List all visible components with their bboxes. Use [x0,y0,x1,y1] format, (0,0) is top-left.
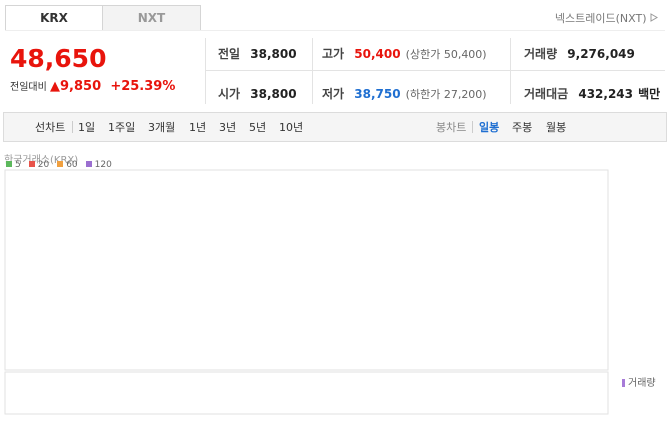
info-item: 고가 50,400 (상한가 50,400) [322,43,487,62]
info-value: 38,750 [354,87,401,101]
divider [510,38,511,104]
info-value: 38,800 [250,87,297,101]
legend-swatch [6,161,12,167]
period-button[interactable]: 1주일 [108,121,136,134]
legend-label: 120 [94,160,112,170]
legend: 5 20 60 120 [6,160,112,170]
candle-chart-button[interactable]: 봉차트 [436,121,467,134]
nxt-link[interactable]: 넥스트레이드(NXT) 26,53031,04535,56040,07644,5… [554,10,670,443]
info-note: (상한가 50,400) [405,48,487,61]
legend-swatch [85,161,92,167]
tab[interactable]: NXT [102,5,201,31]
period-button[interactable]: 3년 [219,121,237,134]
volume-legend-swatch [622,379,625,387]
divider [205,38,206,104]
period-button[interactable]: 5년 [249,121,267,134]
volume-panel [4,371,609,415]
change-label: 전일대비 [10,82,47,93]
change: ▲9,850 [50,79,102,94]
price-panel [4,169,609,371]
toolbar [3,112,667,142]
tab[interactable]: KRX [5,5,103,31]
divider [72,121,73,133]
divider [312,38,313,104]
nxt-link-text: 넥스트레이드(NXT) [554,12,647,25]
change-row: 전일대비 ▲9,850 +25.39% [10,78,175,94]
price: 48,650 [10,44,107,73]
nxt-icon: 26,53031,04535,56040,07644,59149,10653,6… [650,13,670,443]
info-item: 거래량 9,276,049 [524,43,635,62]
info-unit: 백만 [638,87,661,101]
candle-button[interactable]: 일봉 [479,121,500,134]
line-chart-button[interactable]: 선차트 [35,121,66,134]
info-value: 432,243 [578,87,633,101]
info-item: 시가 38,800 [218,83,297,102]
info-label: 거래대금 [524,87,569,101]
period-button[interactable]: 1년 [189,121,207,134]
legend-swatch [57,161,64,167]
info-item: 저가 38,750 (하한가 27,200) [322,83,487,102]
info-item: 전일 38,800 [218,43,297,62]
period-button[interactable]: 1일 [78,121,96,134]
legend-swatch [28,161,35,167]
legend-label: 20 [37,160,50,170]
divider [205,70,665,71]
legend-label: 60 [66,160,78,170]
period-button[interactable]: 3개월 [148,121,176,134]
info-label: 저가 [322,87,345,101]
info-value: 50,400 [354,47,401,61]
period-button[interactable]: 10년 [279,121,304,134]
info-label: 고가 [322,47,345,61]
divider [472,121,473,133]
candle-button[interactable]: 주봉 [512,121,533,134]
chart-source: 한국거래소(KRX) [4,155,79,166]
info-note: (하한가 27,200) [405,88,487,101]
info-label: 전일 [218,47,241,61]
info-label: 시가 [218,87,241,101]
info-label: 거래량 [524,47,558,61]
chart: 거래량 [4,169,656,415]
volume-legend: 거래량 [628,377,656,389]
change-rate: +25.39% [110,79,176,94]
info-value: 38,800 [250,47,297,61]
info-item: 거래대금 432,243 백만 [524,83,660,102]
divider [5,30,665,31]
legend-label: 5 [15,160,21,170]
info-value: 9,276,049 [567,47,635,61]
candle-button[interactable]: 월봉 [546,121,567,134]
